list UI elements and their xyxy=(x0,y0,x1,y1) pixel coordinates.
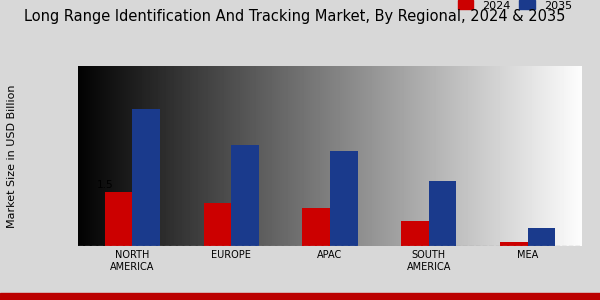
Text: Market Size in USD Billion: Market Size in USD Billion xyxy=(7,84,17,228)
Legend: 2024, 2035: 2024, 2035 xyxy=(453,0,577,15)
Bar xyxy=(429,181,457,246)
Bar xyxy=(401,221,429,246)
Bar xyxy=(330,151,358,246)
Text: Long Range Identification And Tracking Market, By Regional, 2024 & 2035: Long Range Identification And Tracking M… xyxy=(24,9,565,24)
Bar xyxy=(104,192,133,246)
Bar xyxy=(203,203,231,246)
Bar xyxy=(500,242,527,246)
Bar xyxy=(231,145,259,246)
Bar xyxy=(133,109,160,246)
Bar xyxy=(527,228,556,246)
Text: 1.5: 1.5 xyxy=(97,180,113,190)
Bar xyxy=(302,208,330,246)
